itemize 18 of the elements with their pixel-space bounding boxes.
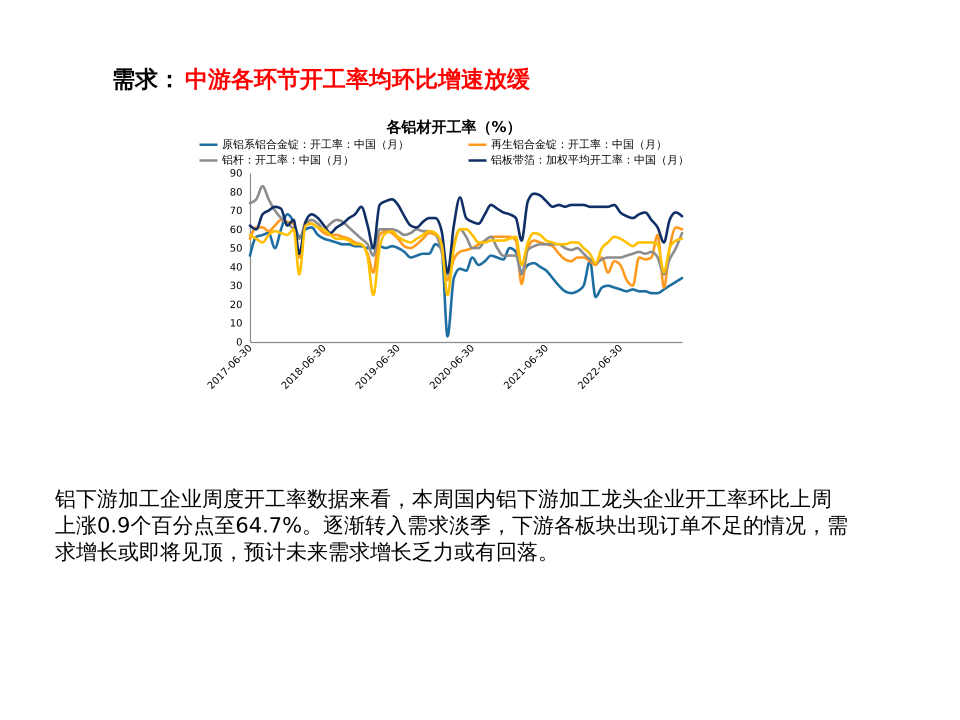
text: 需求： bbox=[112, 67, 181, 93]
legend-label: 铝杆：开工率：中国（月） bbox=[221, 154, 354, 166]
y-tick-label: 60 bbox=[230, 224, 242, 236]
y-tick-label: 70 bbox=[230, 206, 242, 218]
y-tick-label: 0 bbox=[236, 338, 242, 348]
legend-label: 原铝系铝合金锭：开工率：中国（月） bbox=[222, 138, 409, 151]
y-tick-label: 90 bbox=[230, 168, 242, 180]
text: 铝下游加工企业周度开工率数据来看，本周国内铝下游加工龙头企业开工率环比上周上涨0.9个百分点至64.7%。逐渐转入需求淡季，下游各板块出现订单不足的情况，需求增长或即将见顶，预计未来需求增长乏力或有回落。 bbox=[54, 487, 848, 564]
legend-label: 铝板带箔：加权平均开工率：中国（月） bbox=[490, 154, 689, 166]
y-tick-label: 20 bbox=[230, 300, 242, 311]
y-tick-label: 10 bbox=[230, 318, 242, 330]
y-tick-label: 50 bbox=[230, 244, 242, 255]
y-tick-label: 40 bbox=[230, 262, 242, 274]
y-tick-label: 30 bbox=[230, 281, 242, 292]
text: 中游各环节开工率均环比增速放缓 bbox=[185, 66, 530, 93]
chart-title: 各铝材开工率（%） bbox=[385, 118, 522, 136]
y-tick-label: 80 bbox=[230, 187, 242, 198]
legend-label: 再生铝合金锭：开工率：中国（月） bbox=[491, 138, 667, 151]
